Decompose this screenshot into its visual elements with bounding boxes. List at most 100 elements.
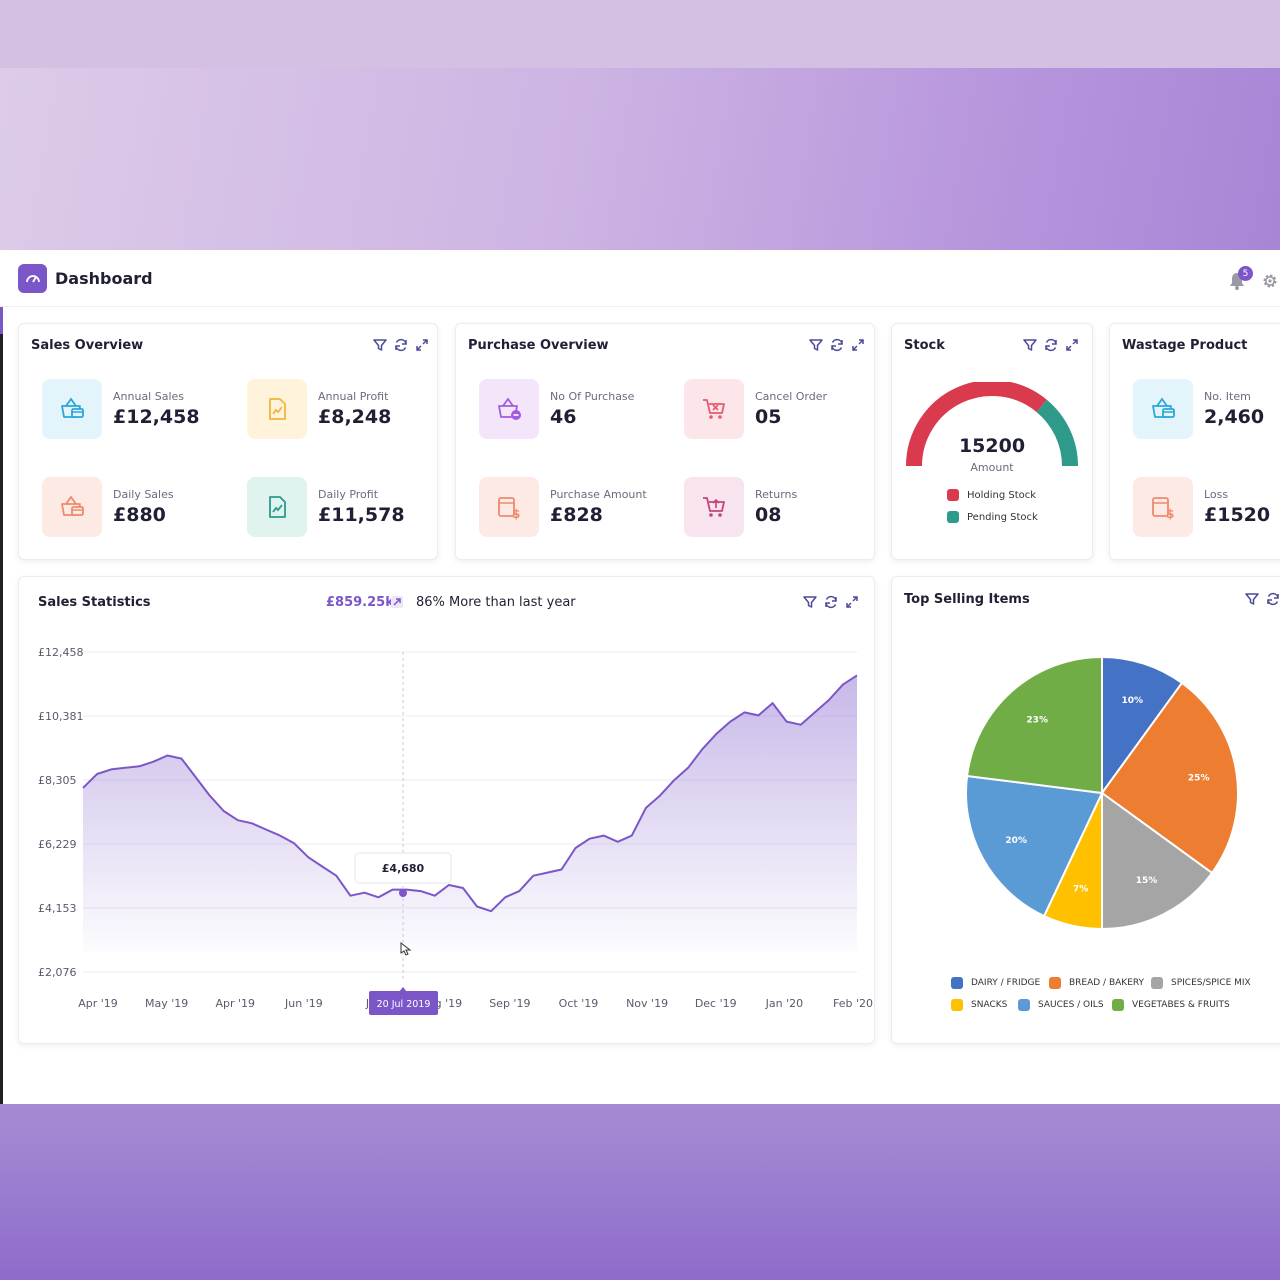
expand-icon[interactable]	[845, 595, 859, 609]
stat-value: £1520	[1204, 504, 1271, 526]
filter-icon[interactable]	[373, 338, 387, 352]
stat-label: Annual Profit	[318, 390, 389, 403]
expand-icon[interactable]	[415, 338, 429, 352]
top-selling-items-title: Top Selling Items	[904, 592, 1030, 607]
pie-legend-item[interactable]: BREAD / BAKERY	[1049, 977, 1144, 989]
legend-swatch	[951, 999, 963, 1011]
legend-swatch	[1018, 999, 1030, 1011]
legend-label: SAUCES / OILS	[1038, 1000, 1104, 1010]
x-tick-label: Apr '19	[78, 997, 118, 1010]
stock-amount-value: 15200	[958, 435, 1026, 457]
card-toolbar	[803, 595, 859, 609]
x-tick-label: Apr '19	[215, 997, 255, 1010]
refresh-icon[interactable]	[1266, 592, 1280, 606]
pie-slice[interactable]	[1101, 791, 1214, 931]
filter-icon[interactable]	[1023, 338, 1037, 352]
sales-overview-card: Sales Overview Annual Sales £12,458 Annu…	[18, 323, 438, 560]
refresh-icon[interactable]	[1044, 338, 1058, 352]
svg-text:$: $	[1166, 507, 1174, 521]
expand-icon[interactable]	[851, 338, 865, 352]
legend-label: Holding Stock	[967, 489, 1037, 501]
card-toolbar	[373, 338, 429, 352]
expand-icon[interactable]	[1065, 338, 1079, 352]
x-tick-label: Feb '20	[833, 997, 873, 1010]
filter-icon[interactable]	[809, 338, 823, 352]
pie-slice[interactable]	[965, 655, 1103, 795]
pie-legend-item[interactable]: DAIRY / FRIDGE	[951, 977, 1040, 989]
stat-cancel-order: Cancel Order 05	[684, 379, 827, 439]
x-tick-label: Oct '19	[559, 997, 599, 1010]
stat-annual-profit: Annual Profit £8,248	[247, 379, 391, 439]
stat-purchase-amount: $ Purchase Amount £828	[479, 477, 647, 537]
card-toolbar	[1023, 338, 1079, 352]
legend-label: DAIRY / FRIDGE	[971, 978, 1041, 988]
y-tick-label: £8,305	[38, 774, 77, 787]
hand-cursor-icon	[400, 941, 412, 956]
legend-label: Pending Stock	[967, 511, 1038, 523]
basket-icon	[42, 477, 102, 537]
page-title: Dashboard	[55, 269, 153, 288]
legend-label: SNACKS	[971, 1000, 1008, 1010]
stat-label: No. Item	[1204, 390, 1251, 403]
stat-annual-sales: Annual Sales £12,458	[42, 379, 200, 439]
stat-returns: Returns 08	[684, 477, 797, 537]
stat-value: 05	[755, 406, 782, 428]
stock-gauge	[906, 382, 1078, 467]
y-tick-label: £4,153	[38, 902, 77, 915]
dashboard-gauge-icon[interactable]	[18, 264, 47, 293]
sidebar-edge	[0, 306, 3, 1104]
purchase-overview-title: Purchase Overview	[468, 338, 609, 353]
top-selling-items-card: Top Selling Items 10% 25% 15% 7% 20% 23% DAIR…	[891, 576, 1280, 1044]
stat-label: Returns	[755, 488, 798, 501]
legend-swatch	[947, 489, 959, 501]
stat-label: Daily Sales	[113, 488, 174, 501]
x-tick-label: May '19	[145, 997, 188, 1010]
stat-value: £880	[113, 504, 166, 526]
settings-gear-icon[interactable]	[1262, 273, 1278, 289]
x-tick-label: Jan '20	[765, 997, 803, 1010]
pie-slice[interactable]	[1101, 655, 1184, 797]
legend-swatch	[1049, 977, 1061, 989]
notification-badge: 5	[1238, 266, 1253, 281]
sales-area-chart[interactable]: £12,458 £10,381 £8,305 £6,229 £4,153 £2,076 Ap…	[19, 577, 874, 1043]
stat-value: 46	[550, 406, 577, 428]
svg-text:$: $	[512, 507, 520, 521]
pie-legend-item[interactable]: SPICES/SPICE MIX	[1151, 977, 1251, 989]
pie-legend-item[interactable]: SNACKS	[951, 999, 1007, 1011]
tooltip-box	[354, 852, 452, 884]
basket-icon	[42, 379, 102, 439]
filter-icon[interactable]	[1245, 592, 1259, 606]
x-tick-label: Nov '19	[626, 997, 668, 1010]
x-tick-label: Dec '19	[695, 997, 737, 1010]
stat-no-item: No. Item 2,460	[1133, 379, 1264, 439]
x-tick-label: Jun '19	[284, 997, 323, 1010]
refresh-icon[interactable]	[830, 338, 844, 352]
pie-slice-label: 23%	[1026, 716, 1048, 726]
y-tick-label: £10,381	[38, 710, 84, 723]
card-toolbar	[809, 338, 865, 352]
pie-slice[interactable]	[965, 774, 1104, 918]
pie-legend-item[interactable]: VEGETABES & FRUITS	[1112, 999, 1230, 1011]
card-toolbar	[1245, 592, 1280, 606]
stat-label: No Of Purchase	[550, 390, 635, 403]
filter-icon[interactable]	[803, 595, 817, 609]
refresh-icon[interactable]	[394, 338, 408, 352]
legend-label: SPICES/SPICE MIX	[1171, 978, 1251, 988]
refresh-icon[interactable]	[824, 595, 838, 609]
x-tick-label: Sep '19	[489, 997, 530, 1010]
top-selling-pie-chart[interactable]: 10% 25% 15% 7% 20% 23%	[892, 627, 1280, 957]
legend-label: BREAD / BAKERY	[1069, 978, 1145, 988]
stat-value: 2,460	[1204, 406, 1265, 428]
pie-legend-item[interactable]: SAUCES / OILS	[1018, 999, 1104, 1011]
basket-minus-icon	[479, 379, 539, 439]
stat-value: £12,458	[113, 406, 200, 428]
cart-return-icon	[684, 477, 744, 537]
legend-holding-stock: Holding Stock	[947, 489, 1036, 501]
stock-amount-label: Amount	[970, 461, 1014, 474]
pie-slice[interactable]	[1100, 681, 1239, 875]
stat-label: Purchase Amount	[550, 488, 647, 501]
y-tick-label: £12,458	[38, 646, 84, 659]
sales-overview-title: Sales Overview	[31, 338, 144, 353]
cart-cancel-icon	[684, 379, 744, 439]
stat-no-of-purchase: No Of Purchase 46	[479, 379, 634, 439]
